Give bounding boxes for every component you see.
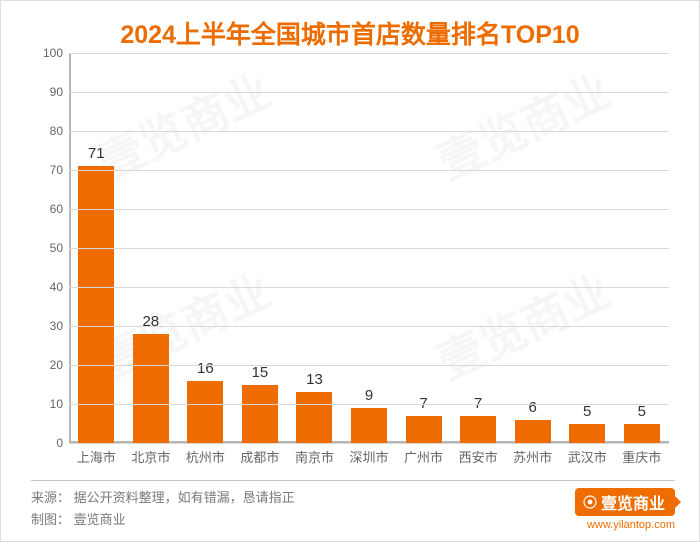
y-tick-label: 40 bbox=[50, 280, 63, 294]
source-label: 来源： bbox=[31, 490, 70, 505]
y-tick-label: 100 bbox=[43, 46, 63, 60]
bar-value-label: 71 bbox=[88, 145, 105, 162]
x-tick-label: 重庆市 bbox=[614, 447, 669, 466]
bar-value-label: 13 bbox=[306, 371, 323, 388]
chart-title: 2024上半年全国城市首店数量排名TOP10 bbox=[1, 1, 699, 59]
y-tick-label: 80 bbox=[50, 124, 63, 138]
bar bbox=[515, 420, 551, 443]
gridline bbox=[69, 131, 669, 132]
gridline bbox=[69, 365, 669, 366]
x-axis-labels: 上海市北京市杭州市成都市南京市深圳市广州市西安市苏州市武汉市重庆市 bbox=[69, 447, 669, 466]
maker-label: 制图： bbox=[31, 512, 70, 527]
bar-value-label: 28 bbox=[142, 313, 159, 330]
logo-icon bbox=[583, 495, 597, 509]
bar-value-label: 16 bbox=[197, 360, 214, 377]
x-tick-label: 上海市 bbox=[69, 447, 124, 466]
bar bbox=[624, 424, 660, 444]
bar-value-label: 5 bbox=[583, 403, 591, 420]
gridline bbox=[69, 287, 669, 288]
gridline bbox=[69, 248, 669, 249]
bar bbox=[296, 392, 332, 443]
y-tick-label: 30 bbox=[50, 319, 63, 333]
maker-text: 壹览商业 bbox=[74, 512, 126, 527]
y-tick-label: 20 bbox=[50, 358, 63, 372]
bar bbox=[133, 334, 169, 443]
x-tick-label: 广州市 bbox=[396, 447, 451, 466]
logo-url: www.yilantop.com bbox=[587, 519, 675, 531]
bar-value-label: 6 bbox=[528, 399, 536, 416]
bar bbox=[406, 416, 442, 443]
chart-plot: 7128161513977655 0102030405060708090100 bbox=[69, 53, 669, 443]
bar-value-label: 9 bbox=[365, 387, 373, 404]
chart-container: 7128161513977655 0102030405060708090100 … bbox=[31, 53, 675, 443]
bar bbox=[351, 408, 387, 443]
gridline bbox=[69, 209, 669, 210]
gridline bbox=[69, 404, 669, 405]
bar bbox=[242, 385, 278, 444]
x-tick-label: 武汉市 bbox=[560, 447, 615, 466]
y-tick-label: 0 bbox=[56, 436, 63, 450]
y-tick-label: 50 bbox=[50, 241, 63, 255]
x-tick-label: 南京市 bbox=[287, 447, 342, 466]
bar bbox=[569, 424, 605, 444]
y-tick-label: 90 bbox=[50, 85, 63, 99]
y-tick-label: 70 bbox=[50, 163, 63, 177]
x-tick-label: 深圳市 bbox=[342, 447, 397, 466]
footer-text: 来源： 据公开资料整理，如有错漏，恳请指正 制图： 壹览商业 bbox=[31, 487, 295, 531]
gridline bbox=[69, 326, 669, 327]
x-tick-label: 杭州市 bbox=[178, 447, 233, 466]
bar bbox=[460, 416, 496, 443]
x-tick-label: 西安市 bbox=[451, 447, 506, 466]
gridline bbox=[69, 92, 669, 93]
y-tick-label: 60 bbox=[50, 202, 63, 216]
gridline bbox=[69, 53, 669, 54]
logo-text: 壹览商业 bbox=[601, 490, 665, 514]
x-tick-label: 北京市 bbox=[124, 447, 179, 466]
x-tick-label: 成都市 bbox=[233, 447, 288, 466]
x-tick-label: 苏州市 bbox=[505, 447, 560, 466]
logo-pill: 壹览商业 bbox=[575, 488, 675, 516]
bar-value-label: 5 bbox=[638, 403, 646, 420]
bar bbox=[187, 381, 223, 443]
gridline bbox=[69, 170, 669, 171]
footer: 来源： 据公开资料整理，如有错漏，恳请指正 制图： 壹览商业 壹览商业 www.… bbox=[31, 480, 675, 531]
gridline bbox=[69, 443, 669, 444]
chart-plot-area: 7128161513977655 0102030405060708090100 bbox=[31, 53, 675, 443]
y-tick-label: 10 bbox=[50, 397, 63, 411]
source-text: 据公开资料整理，如有错漏，恳请指正 bbox=[74, 490, 295, 505]
logo: 壹览商业 www.yilantop.com bbox=[575, 488, 675, 531]
bar-value-label: 15 bbox=[252, 364, 269, 381]
